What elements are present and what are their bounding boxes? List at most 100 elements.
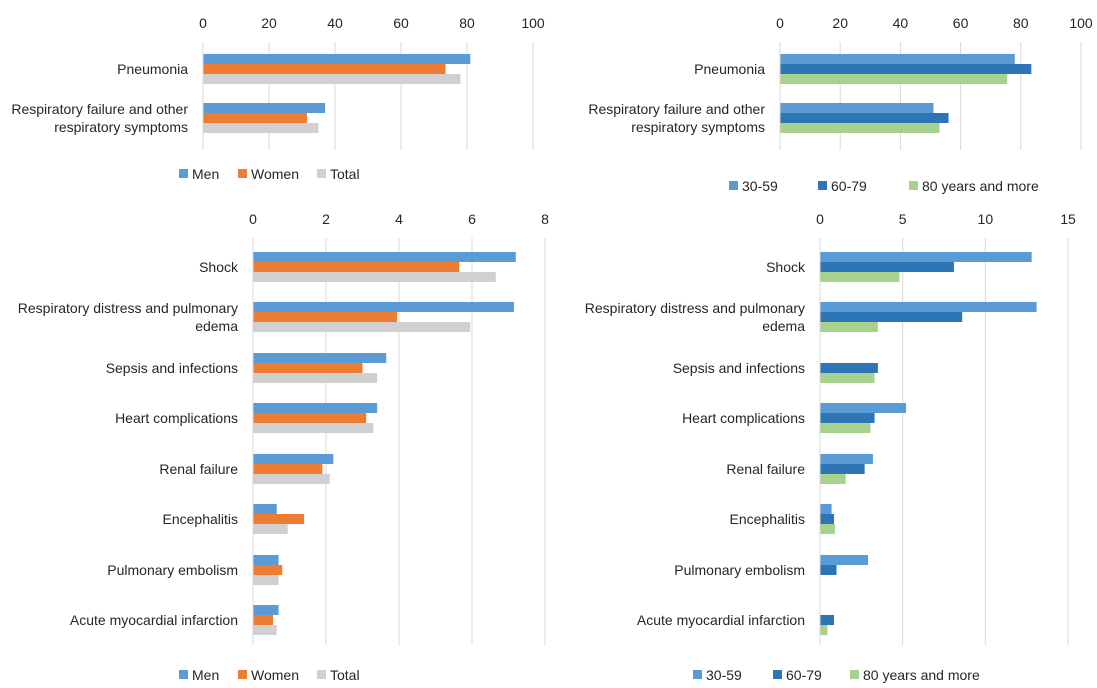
legend-label: Women [251,667,299,683]
legend-label: 80 years and more [863,667,980,683]
chart-1: 0 20 40 60 80 100 Pneumonia Respiratory failure… [11,15,545,182]
bar [820,625,828,635]
bar [780,64,1032,74]
bar [820,272,900,282]
x-tick-label: 60 [393,15,409,31]
legend-label: Total [330,667,360,683]
bar [253,464,323,474]
bar [820,565,837,575]
x-tick-label: 100 [1069,15,1093,31]
bar [253,615,274,625]
bar [820,363,878,373]
bar [820,322,878,332]
x-tick-label: 15 [1060,211,1076,227]
x-tick-label: 80 [1013,15,1029,31]
legend-swatch [238,169,247,178]
legend-swatch [317,670,326,679]
legend-swatch [729,181,738,190]
bar [780,113,949,123]
bar [253,322,471,332]
x-tick-label: 10 [978,211,994,227]
bar [820,474,846,484]
legend-swatch [850,670,859,679]
x-tick-label: 6 [468,211,476,227]
x-tick-label: 0 [816,211,824,227]
bar [820,423,871,433]
bar [820,615,835,625]
bar [253,252,516,262]
category-label: Sepsis and infections [106,360,238,376]
bar [780,74,1008,84]
category-label: Respiratory failure and other [11,101,188,117]
bar [253,625,277,635]
x-tick-label: 4 [395,211,403,227]
bar [820,413,875,423]
bar [253,575,279,585]
category-label: Respiratory distress and pulmonary [585,300,805,316]
category-label: edema [762,318,805,334]
bar [820,464,865,474]
legend-swatch [179,670,188,679]
bar [253,504,277,514]
category-label: Encephalitis [730,511,806,527]
x-tick-label: 40 [893,15,909,31]
legend-swatch [909,181,918,190]
bar [253,565,283,575]
legend-label: Men [192,166,219,182]
legend-label: 30-59 [742,178,778,194]
chart-2: 0 20 40 60 80 100 Pneumonia Respiratory failure… [588,15,1093,194]
legend-label: 80 years and more [922,178,1039,194]
x-tick-label: 0 [199,15,207,31]
category-label: Heart complications [115,410,238,426]
category-label: Respiratory failure and other [588,101,765,117]
category-label: Acute myocardial infarction [70,612,238,628]
legend-swatch [773,670,782,679]
legend-label: Men [192,667,219,683]
bar [203,74,461,84]
x-tick-label: 60 [953,15,969,31]
bar [253,363,363,373]
legend-label: 60-79 [786,667,822,683]
category-label: Encephalitis [163,511,239,527]
bar [253,474,330,484]
chart-3: 0 2 4 6 8 Shock Respiratory distress and pulmo… [18,211,549,683]
bar [820,514,835,524]
bar [253,353,387,363]
legend-swatch [179,169,188,178]
category-label: Heart complications [682,410,805,426]
bar [253,423,374,433]
bar [820,524,835,534]
bar [253,605,279,615]
category-label: Respiratory distress and pulmonary [18,300,238,316]
legend-swatch [238,670,247,679]
x-tick-label: 100 [521,15,545,31]
legend-label: Women [251,166,299,182]
category-label: respiratory symptoms [631,119,765,135]
chart-4: 0 5 10 15 Shock Respiratory distress and pulm… [585,211,1076,683]
bar [253,413,367,423]
bar [820,504,832,514]
legend-swatch [818,181,827,190]
bar [780,123,940,133]
bar [253,524,288,534]
bar [820,312,963,322]
bar [780,103,934,113]
category-label: Pulmonary embolism [107,562,238,578]
category-label: Acute myocardial infarction [637,612,805,628]
category-label: Pneumonia [694,61,765,77]
x-tick-label: 80 [459,15,475,31]
x-tick-label: 5 [899,211,907,227]
bar [203,54,471,64]
bar [203,113,307,123]
bar [820,262,954,272]
category-label: edema [195,318,238,334]
x-tick-label: 20 [832,15,848,31]
legend-label: 30-59 [706,667,742,683]
category-label: Shock [199,259,239,275]
bar [253,403,378,413]
x-tick-label: 0 [249,211,257,227]
legend-swatch [693,670,702,679]
bar [253,302,514,312]
category-label: Pulmonary embolism [674,562,805,578]
